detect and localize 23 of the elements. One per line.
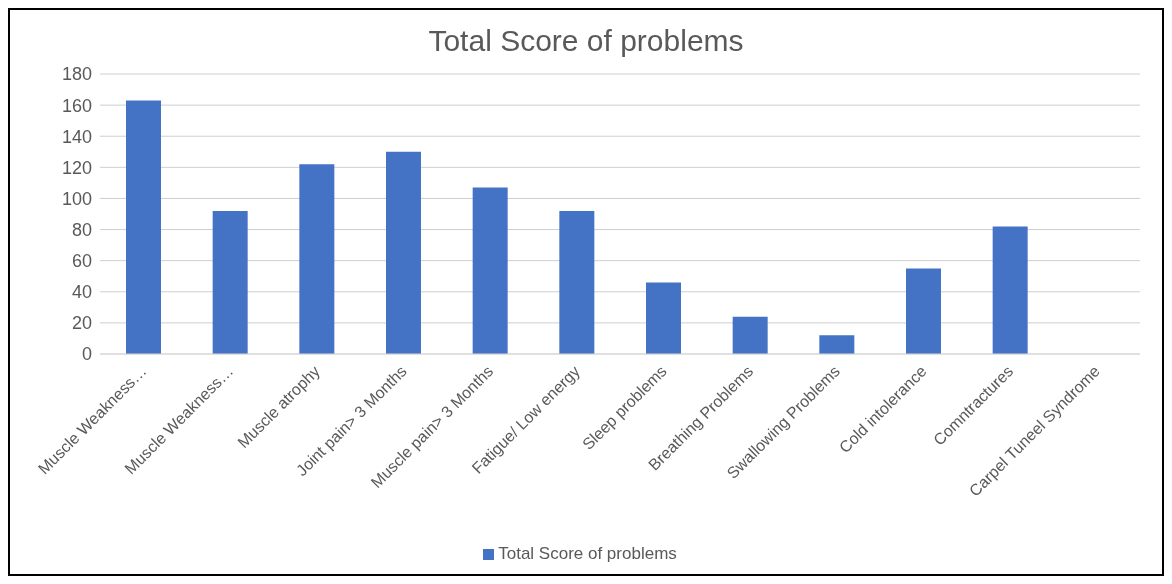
bar <box>559 210 595 354</box>
y-tick-label: 60 <box>71 251 92 272</box>
bar <box>732 316 768 354</box>
y-tick-label: 0 <box>81 344 92 365</box>
bar <box>819 335 855 354</box>
bar <box>992 226 1028 354</box>
y-tick-label: 40 <box>71 282 92 303</box>
bar <box>472 187 508 354</box>
bar <box>386 151 421 354</box>
bar <box>906 268 941 354</box>
y-tick-label: 140 <box>61 126 92 147</box>
chart-title: Total Score of problems <box>427 23 745 59</box>
bar <box>126 100 161 354</box>
y-tick-label: 180 <box>61 64 92 85</box>
bar <box>299 164 335 354</box>
bar <box>646 282 681 354</box>
y-tick-label: 20 <box>71 313 92 334</box>
y-tick-label: 100 <box>61 188 92 209</box>
y-tick-label: 80 <box>71 219 92 240</box>
legend-label: Total Score of problems <box>498 544 677 563</box>
y-tick-label: 160 <box>61 95 92 116</box>
bar <box>212 210 248 354</box>
y-tick-label: 120 <box>61 157 92 178</box>
